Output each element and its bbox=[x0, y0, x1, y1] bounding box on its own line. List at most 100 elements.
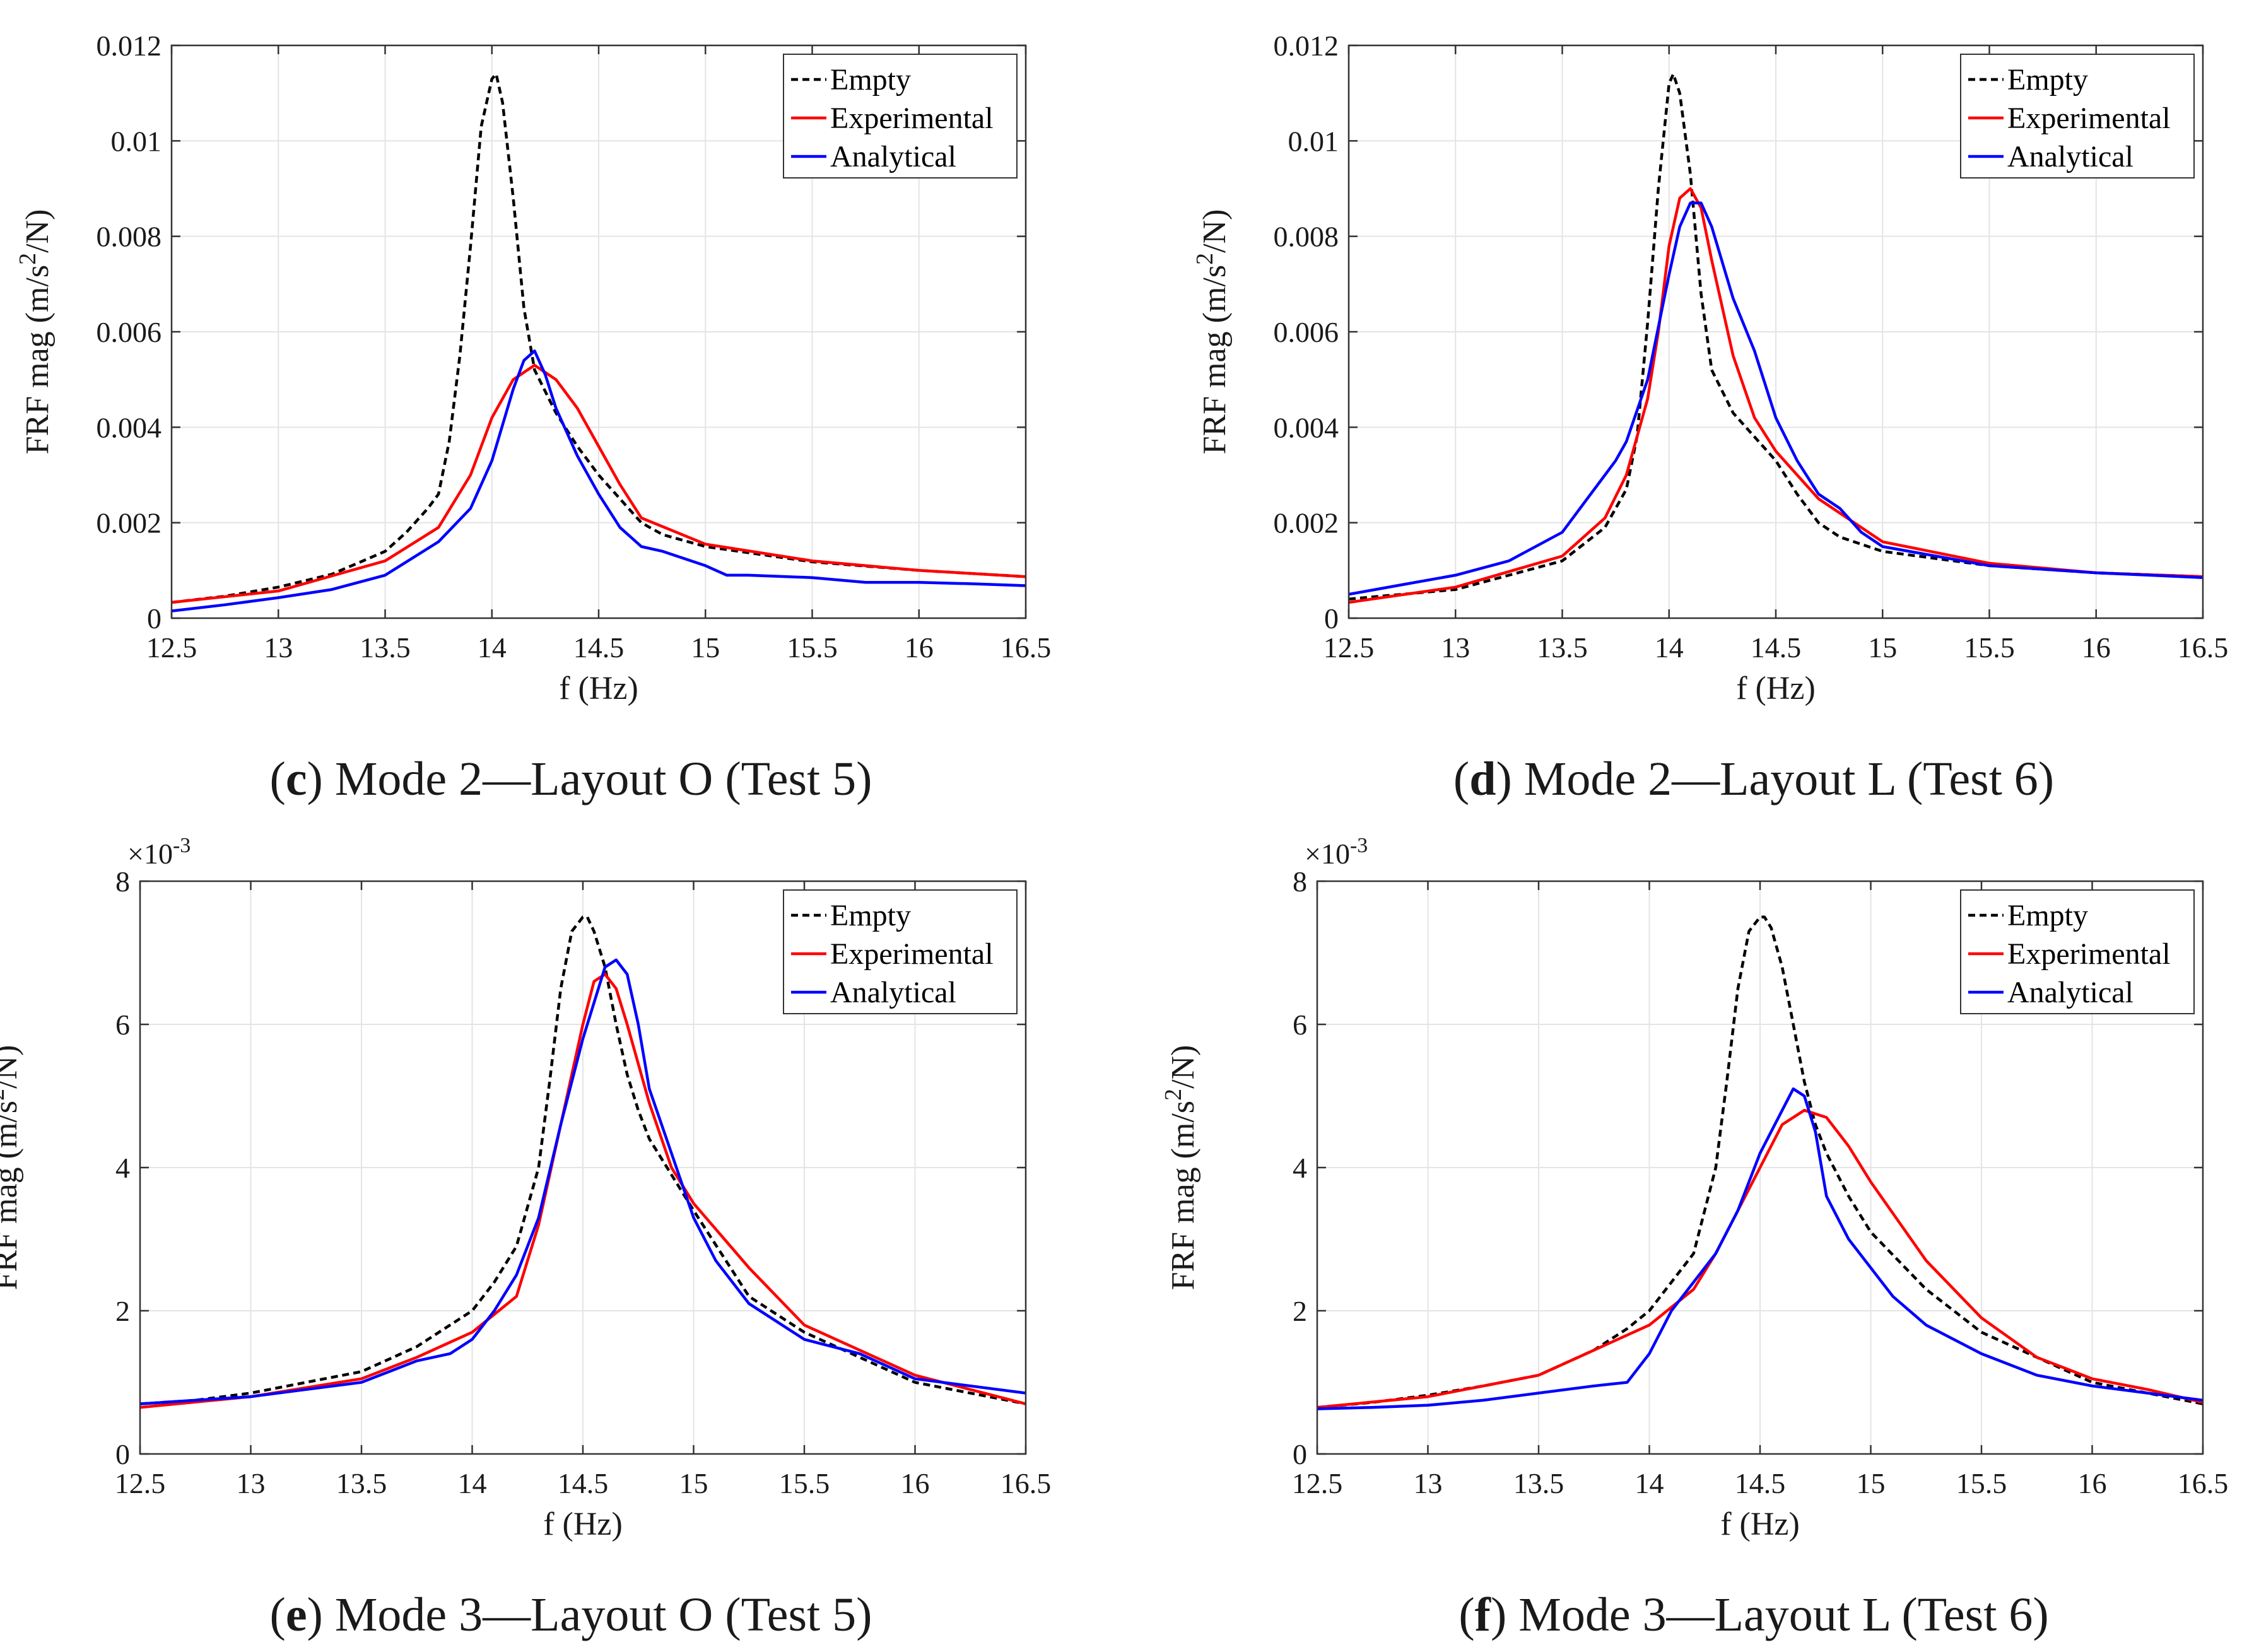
x-tick-label: 14.5 bbox=[558, 1467, 609, 1499]
legend-label-analytical: Analytical bbox=[830, 976, 956, 1009]
legend-label-analytical: Analytical bbox=[830, 140, 956, 173]
y-tick-label: 0 bbox=[115, 1438, 130, 1470]
panel-caption: (e) Mode 3—Layout O (Test 5) bbox=[270, 1588, 872, 1641]
chart-panel-f: 12.5 13 13.5 14 14.5 15 15.5 16 16.5 0 2 4 6 8×10-3 f … bbox=[1160, 834, 2228, 1641]
y-tick-label: 6 bbox=[1293, 1009, 1307, 1041]
legend-label-experimental: Experimental bbox=[830, 102, 994, 135]
legend: Empty Experimental Analytical bbox=[783, 54, 1018, 179]
series-line-experimental bbox=[172, 363, 1026, 604]
series-line-experimental bbox=[140, 973, 1026, 1409]
y-axis-label: FRF mag (m/s2/N) bbox=[0, 1045, 24, 1291]
legend-label-experimental: Experimental bbox=[2007, 937, 2171, 971]
y-tick-label: 4 bbox=[115, 1152, 130, 1184]
legend-label-experimental: Experimental bbox=[830, 937, 994, 971]
y-tick-label: 2 bbox=[115, 1295, 130, 1327]
y-tick-label: 0.01 bbox=[111, 125, 162, 157]
panel-caption: (f) Mode 3—Layout L (Test 6) bbox=[1458, 1588, 2048, 1641]
x-tick-label: 16 bbox=[2078, 1467, 2107, 1499]
y-exponent-label: ×10-3 bbox=[127, 834, 191, 870]
x-tick-label: 16 bbox=[2082, 631, 2111, 664]
legend: Empty Experimental Analytical bbox=[1960, 889, 2195, 1014]
x-tick-label: 12.5 bbox=[115, 1467, 166, 1499]
x-tick-label: 16 bbox=[905, 631, 934, 664]
x-tick-label: 13.5 bbox=[360, 631, 411, 664]
x-tick-label: 13 bbox=[1414, 1467, 1443, 1499]
y-axis-label: FRF mag (m/s2/N) bbox=[15, 209, 56, 455]
series-line-analytical bbox=[1349, 201, 2203, 596]
x-axis-label: f (Hz) bbox=[559, 671, 638, 706]
series-line-analytical bbox=[172, 349, 1026, 612]
legend-label-empty: Empty bbox=[2007, 63, 2088, 97]
y-tick-label: 0 bbox=[1293, 1438, 1307, 1470]
x-tick-label: 14 bbox=[478, 631, 507, 664]
series-line-experimental bbox=[1349, 187, 2203, 604]
x-tick-label: 16.5 bbox=[1001, 1467, 1052, 1499]
x-tick-label: 14.5 bbox=[1735, 1467, 1786, 1499]
x-tick-label: 13 bbox=[264, 631, 293, 664]
y-tick-label: 0.008 bbox=[97, 221, 162, 253]
x-tick-label: 13.5 bbox=[1537, 631, 1588, 664]
x-tick-label: 15 bbox=[679, 1467, 708, 1499]
panel-caption: (d) Mode 2—Layout L (Test 6) bbox=[1453, 753, 2054, 805]
x-tick-label: 14.5 bbox=[1751, 631, 1802, 664]
x-tick-label: 16.5 bbox=[2178, 1467, 2229, 1499]
x-tick-label: 12.5 bbox=[146, 631, 197, 664]
axis-box bbox=[1316, 880, 2204, 1455]
y-axis-label: FRF mag (m/s2/N) bbox=[1160, 1045, 1201, 1291]
x-tick-label: 15 bbox=[691, 631, 720, 664]
y-tick-label: 0.008 bbox=[1274, 221, 1339, 253]
legend-label-empty: Empty bbox=[2007, 899, 2088, 932]
x-tick-label: 13.5 bbox=[336, 1467, 387, 1499]
x-axis-label: f (Hz) bbox=[543, 1506, 623, 1542]
x-tick-label: 13 bbox=[1441, 631, 1470, 664]
x-axis-label: f (Hz) bbox=[1720, 1506, 1800, 1542]
legend-label-empty: Empty bbox=[830, 899, 911, 932]
y-tick-label: 0.002 bbox=[97, 507, 162, 539]
x-tick-label: 12.5 bbox=[1323, 631, 1375, 664]
panel-caption: (c) Mode 2—Layout O (Test 5) bbox=[270, 753, 872, 805]
legend-label-empty: Empty bbox=[830, 63, 911, 97]
x-tick-label: 13.5 bbox=[1513, 1467, 1564, 1499]
x-tick-label: 16.5 bbox=[2178, 631, 2229, 664]
x-tick-label: 13 bbox=[237, 1467, 266, 1499]
series-line-empty bbox=[172, 73, 1026, 604]
x-tick-label: 16 bbox=[901, 1467, 930, 1499]
series-line-empty bbox=[140, 915, 1026, 1405]
y-tick-label: 8 bbox=[115, 865, 130, 898]
legend: Empty Experimental Analytical bbox=[783, 889, 1018, 1014]
y-tick-label: 0.012 bbox=[97, 30, 162, 62]
axis-box bbox=[139, 880, 1027, 1455]
y-exponent-label: ×10-3 bbox=[1305, 834, 1368, 870]
y-tick-label: 4 bbox=[1293, 1152, 1307, 1184]
x-tick-label: 15.5 bbox=[1956, 1467, 2007, 1499]
y-tick-label: 0.004 bbox=[97, 411, 162, 443]
series-line-analytical bbox=[140, 958, 1026, 1405]
x-tick-label: 16.5 bbox=[1001, 631, 1052, 664]
series-line-empty bbox=[1349, 73, 2203, 600]
chart-panel-c: 12.5 13 13.5 14 14.5 15 15.5 16 16.5 0 0.002 0.004 0… bbox=[15, 30, 1051, 805]
x-tick-label: 15.5 bbox=[1964, 631, 2015, 664]
y-tick-label: 0.012 bbox=[1274, 30, 1339, 62]
x-tick-label: 15 bbox=[1857, 1467, 1886, 1499]
series-line-analytical bbox=[1317, 1087, 2203, 1410]
x-tick-label: 12.5 bbox=[1292, 1467, 1343, 1499]
legend-label-analytical: Analytical bbox=[2007, 976, 2133, 1009]
y-axis-label: FRF mag (m/s2/N) bbox=[1192, 209, 1233, 455]
chart-panel-e: 12.5 13 13.5 14 14.5 15 15.5 16 16.5 0 2 4 6 8×10-3 f … bbox=[0, 834, 1051, 1641]
y-tick-label: 0 bbox=[1324, 602, 1339, 635]
legend-label-experimental: Experimental bbox=[2007, 102, 2171, 135]
x-tick-label: 15.5 bbox=[779, 1467, 830, 1499]
y-tick-label: 8 bbox=[1293, 865, 1307, 898]
legend: Empty Experimental Analytical bbox=[1960, 54, 2195, 179]
x-tick-label: 14 bbox=[1635, 1467, 1664, 1499]
y-tick-label: 0.006 bbox=[97, 316, 162, 348]
y-tick-label: 2 bbox=[1293, 1295, 1307, 1327]
y-tick-label: 0.006 bbox=[1274, 316, 1339, 348]
y-tick-label: 0.002 bbox=[1274, 507, 1339, 539]
y-tick-label: 0 bbox=[147, 602, 161, 635]
axis-box bbox=[170, 44, 1027, 619]
x-tick-label: 14 bbox=[458, 1467, 487, 1499]
y-tick-label: 6 bbox=[115, 1009, 130, 1041]
x-tick-label: 15.5 bbox=[787, 631, 838, 664]
